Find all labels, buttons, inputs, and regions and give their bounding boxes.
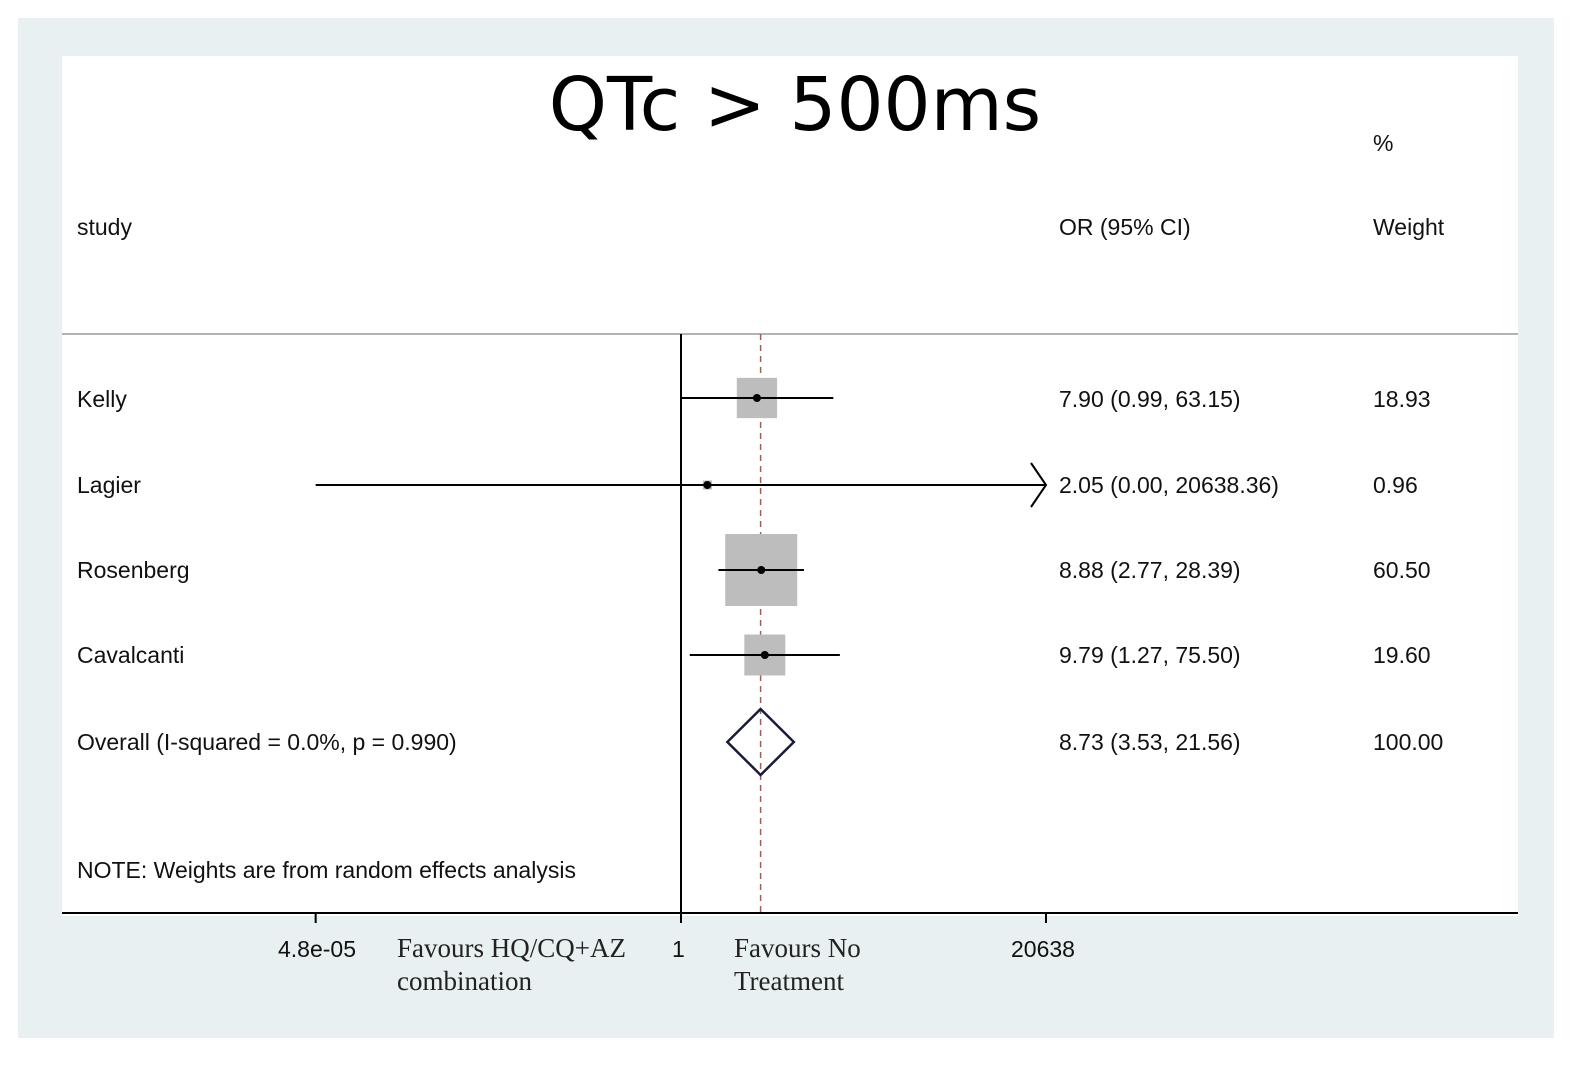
column-header-weight: Weight [1373, 214, 1445, 240]
study-ci-text: 2.05 (0.00, 20638.36) [1059, 472, 1279, 498]
overall-label: Overall (I-squared = 0.0%, p = 0.990) [77, 729, 457, 755]
study-label: Cavalcanti [77, 642, 185, 668]
overall-ci-text: 8.73 (3.53, 21.56) [1059, 729, 1241, 755]
study-label: Rosenberg [77, 557, 190, 583]
chart-title: QTc > 500ms [548, 62, 1042, 148]
study-label: Kelly [77, 386, 127, 412]
favours-right-label: Favours No Treatment [734, 933, 861, 996]
overall-weight: 100.00 [1373, 729, 1444, 755]
point-estimate [760, 651, 769, 659]
study-ci-text: 7.90 (0.99, 63.15) [1059, 386, 1241, 412]
study-label: Lagier [77, 472, 141, 498]
ci-arrow [1030, 462, 1048, 508]
study-ci-text: 9.79 (1.27, 75.50) [1059, 642, 1241, 668]
x-tick-label: 20638 [1011, 936, 1075, 962]
column-header-study: study [77, 214, 132, 240]
x-tick-label: 1 [672, 936, 685, 962]
column-header-weight-pct: % [1373, 130, 1394, 156]
study-weight: 19.60 [1373, 642, 1431, 668]
footnote: NOTE: Weights are from random effects an… [77, 857, 576, 883]
study-weight: 18.93 [1373, 386, 1431, 412]
overall-diamond [725, 707, 796, 777]
favours-left-label: Favours HQ/CQ+AZ combination [397, 933, 626, 996]
point-estimate [752, 394, 761, 402]
column-header-effect: OR (95% CI) [1059, 214, 1191, 240]
study-weight: 0.96 [1373, 472, 1418, 498]
point-estimate [703, 481, 712, 489]
point-estimate [757, 566, 766, 574]
x-tick-label: 4.8e-05 [278, 936, 357, 962]
study-weight: 60.50 [1373, 557, 1431, 583]
study-ci-text: 8.88 (2.77, 28.39) [1059, 557, 1241, 583]
